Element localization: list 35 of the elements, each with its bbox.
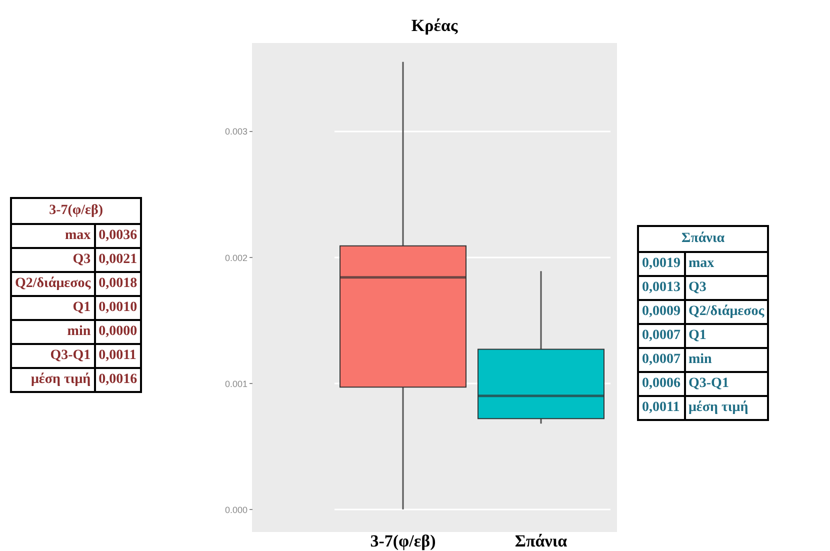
text: max xyxy=(684,252,768,276)
text: 0,0007 xyxy=(638,324,684,348)
text: 0,0016 xyxy=(94,368,142,392)
text: 0,0007 xyxy=(638,348,684,372)
y-tick-label: 0.000 xyxy=(224,504,248,515)
text: 0,0021 xyxy=(94,248,142,272)
text: min xyxy=(684,348,768,372)
y-tick-label: 0.001 xyxy=(224,378,248,389)
text: 0,0009 xyxy=(638,300,684,324)
text: 0,0036 xyxy=(94,224,142,248)
text: 0,0006 xyxy=(638,372,684,396)
y-tick-label: 0.003 xyxy=(224,126,248,137)
chart-title: Κρέας xyxy=(411,16,458,35)
text: 0,0018 xyxy=(94,272,142,296)
text: 0,0013 xyxy=(638,276,684,300)
y-tick-label: 0.002 xyxy=(224,252,248,263)
text: 3-7(φ/εβ) xyxy=(11,198,142,224)
text: Q1 xyxy=(11,296,95,320)
text: μέση τιμή xyxy=(684,396,768,420)
text: μέση τιμή xyxy=(11,368,95,392)
text: Q2/διάμεσος xyxy=(684,300,768,324)
text: 0,0019 xyxy=(638,252,684,276)
text: Q1 xyxy=(684,324,768,348)
text: 0,0011 xyxy=(94,344,142,368)
text: Q3-Q1 xyxy=(11,344,95,368)
text: Q2/διάμεσος xyxy=(11,272,95,296)
text: min xyxy=(11,320,95,344)
text: Q3-Q1 xyxy=(684,372,768,396)
text: Q3 xyxy=(11,248,95,272)
text: 0,0000 xyxy=(94,320,142,344)
text: 0,0010 xyxy=(94,296,142,320)
text: Q3 xyxy=(684,276,768,300)
text: Σπάνια xyxy=(638,226,768,252)
text: max xyxy=(11,224,95,248)
text: 0,0011 xyxy=(638,396,684,420)
